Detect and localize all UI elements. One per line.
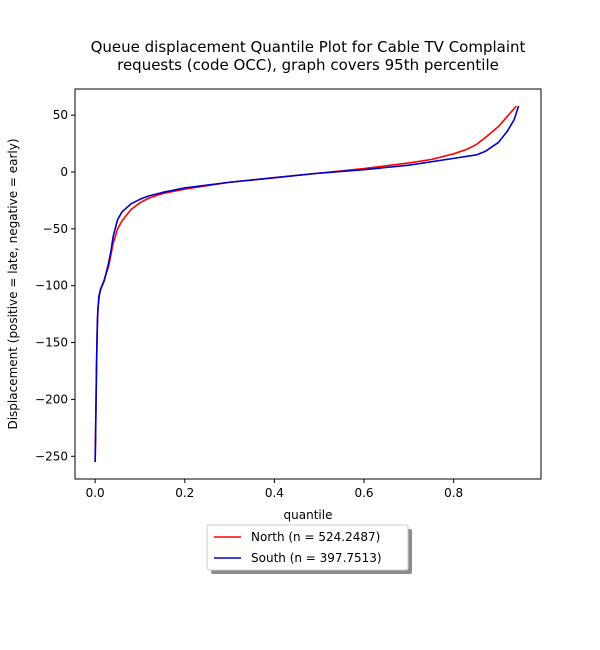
x-axis: 0.0 0.2 0.4 0.6 0.8 [86,479,463,500]
y-tick-label: 0 [60,165,68,179]
legend-label-south: South (n = 397.7513) [251,551,382,565]
x-tick-label: 0.6 [354,486,373,500]
x-tick-label: 0.4 [265,486,284,500]
x-axis-label: quantile [284,508,333,522]
legend-label-north: North (n = 524.2487) [251,530,380,544]
legend: North (n = 524.2487) South (n = 397.7513… [206,524,412,574]
y-tick-label: 50 [53,108,68,122]
chart-title-line-1: Queue displacement Quantile Plot for Cab… [91,38,526,56]
y-axis: 50 0 −50 −100 −150 −200 −250 [35,108,75,463]
chart-title-line-2: requests (code OCC), graph covers 95th p… [117,56,499,74]
legend-box [206,524,409,571]
x-tick-label: 0.8 [444,486,463,500]
y-tick-label: −150 [35,336,68,350]
y-tick-label: −200 [35,392,68,406]
y-tick-label: −100 [35,279,68,293]
series-line-south [94,105,520,462]
plot-area [74,88,542,480]
series-lines [94,105,520,462]
x-tick-label: 0.2 [175,486,194,500]
y-tick-label: −50 [43,222,68,236]
y-axis-label: Displacement (positive = late, negative … [6,138,20,429]
x-tick-label: 0.0 [86,486,105,500]
y-tick-label: −250 [35,449,68,463]
chart-title: Queue displacement Quantile Plot for Cab… [91,38,526,74]
series-line-north [94,105,517,462]
